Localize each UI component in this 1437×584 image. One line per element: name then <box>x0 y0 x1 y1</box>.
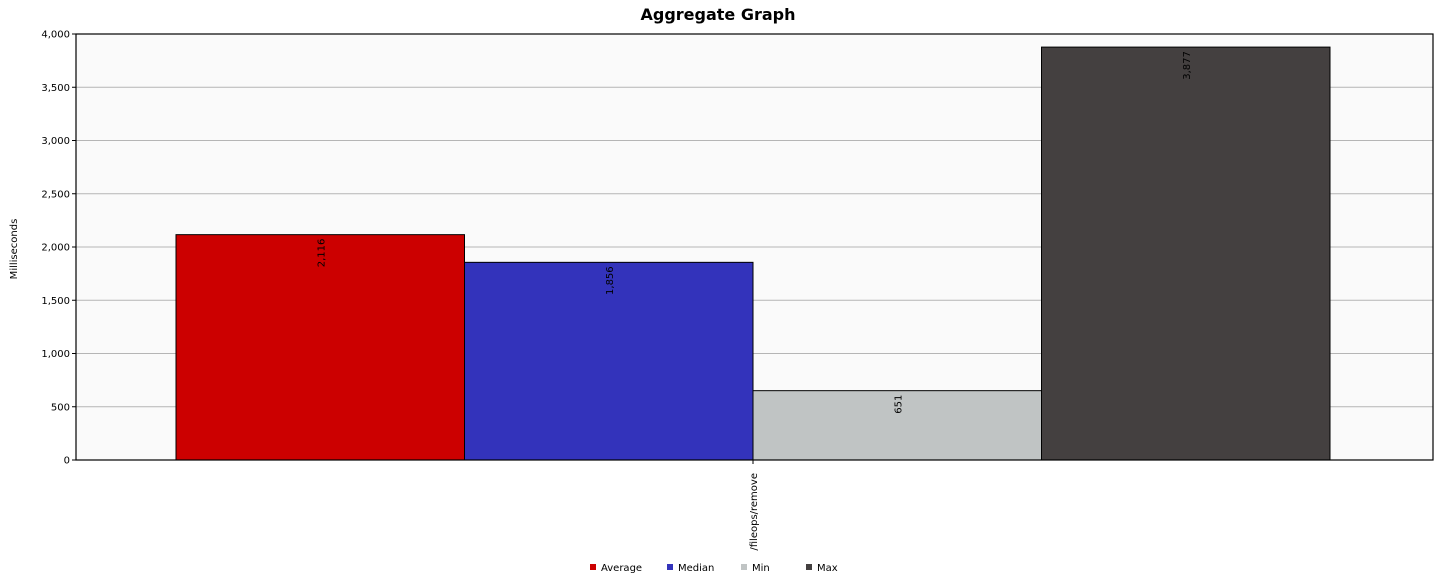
x-axis: /fileops/remove <box>749 460 760 551</box>
y-tick-label: 3,500 <box>41 83 70 94</box>
legend-label: Median <box>678 563 714 574</box>
y-tick-label: 3,000 <box>41 136 70 147</box>
data-label-min: 651 <box>893 395 904 414</box>
y-tick-label: 2,500 <box>41 189 70 200</box>
data-label-average: 2,116 <box>316 239 327 268</box>
bar-max <box>1041 46 1331 461</box>
bar-median <box>464 261 754 461</box>
legend: Average Median Min Max <box>590 563 838 574</box>
y-tick-label: 500 <box>51 402 70 413</box>
legend-swatch <box>590 564 596 570</box>
y-tick-label: 4,000 <box>41 30 70 41</box>
y-tick-label: 0 <box>64 456 70 467</box>
y-tick-label: 1,500 <box>41 296 70 307</box>
legend-swatch <box>806 564 812 570</box>
legend-item-min: Min <box>741 563 770 574</box>
y-tick-label: 2,000 <box>41 243 70 254</box>
legend-swatch <box>741 564 747 570</box>
y-tick-label: 1,000 <box>41 349 70 360</box>
x-category-label: /fileops/remove <box>749 473 760 551</box>
bar-average <box>175 234 465 461</box>
legend-label: Max <box>817 563 838 574</box>
legend-label: Min <box>752 563 770 574</box>
chart-title: Aggregate Graph <box>640 5 795 24</box>
bars: 2,116 1,856 651 3,877 <box>175 46 1331 461</box>
legend-item-max: Max <box>806 563 838 574</box>
y-axis: 0 500 1,000 1,500 2,000 2,500 3,000 3,500 4,000 <box>41 30 76 467</box>
legend-swatch <box>667 564 673 570</box>
legend-label: Average <box>601 563 642 574</box>
data-label-median: 1,856 <box>605 266 616 295</box>
legend-item-median: Median <box>667 563 714 574</box>
legend-item-average: Average <box>590 563 642 574</box>
y-axis-title: Milliseconds <box>9 219 20 280</box>
data-label-max: 3,877 <box>1182 51 1193 80</box>
